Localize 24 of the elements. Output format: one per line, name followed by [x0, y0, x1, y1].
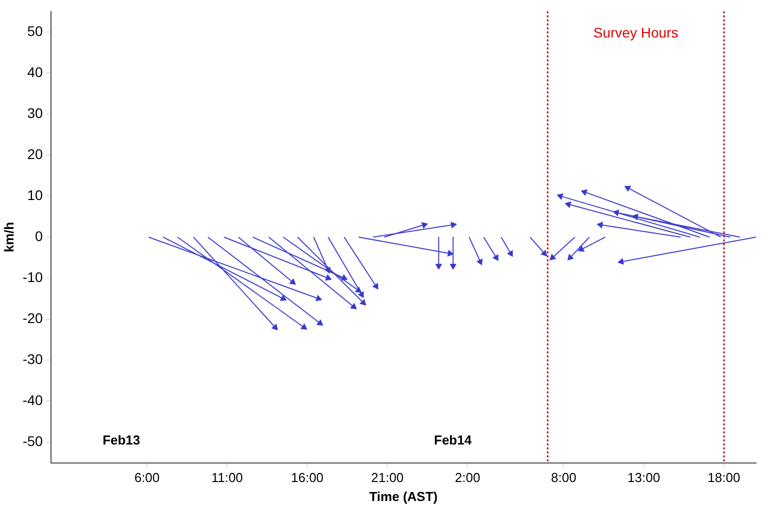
x-tick-label: 11:00: [211, 470, 243, 486]
x-axis-title: Time (AST): [369, 488, 438, 504]
x-tick-label: 2:00: [454, 470, 480, 486]
y-tick-label: 10: [27, 186, 44, 203]
y-tick-label: 40: [27, 64, 44, 80]
x-tick-label: 16:00: [290, 470, 324, 486]
y-tick-label: 20: [27, 146, 44, 162]
y-tick-label: -20: [22, 310, 44, 326]
y-tick-label: -30: [22, 351, 44, 368]
x-tick-label: 6:00: [134, 470, 160, 486]
annotation: Feb13: [102, 432, 140, 448]
y-tick-label: -40: [22, 392, 44, 408]
x-tick-label: 8:00: [551, 470, 576, 486]
y-tick-label: 30: [27, 104, 44, 121]
annotation: Feb14: [434, 432, 472, 448]
y-tick-label: 0: [35, 228, 44, 244]
y-tick-label: 50: [27, 22, 44, 39]
x-tick-label: 18:00: [708, 470, 740, 486]
y-tick-label: -10: [22, 268, 44, 285]
x-tick-label: 21:00: [371, 470, 404, 486]
y-axis-title: km/h: [1, 222, 16, 252]
x-tick-label: 13:00: [628, 470, 660, 486]
y-tick-label: -50: [22, 433, 44, 450]
annotation: Survey Hours: [593, 24, 678, 40]
